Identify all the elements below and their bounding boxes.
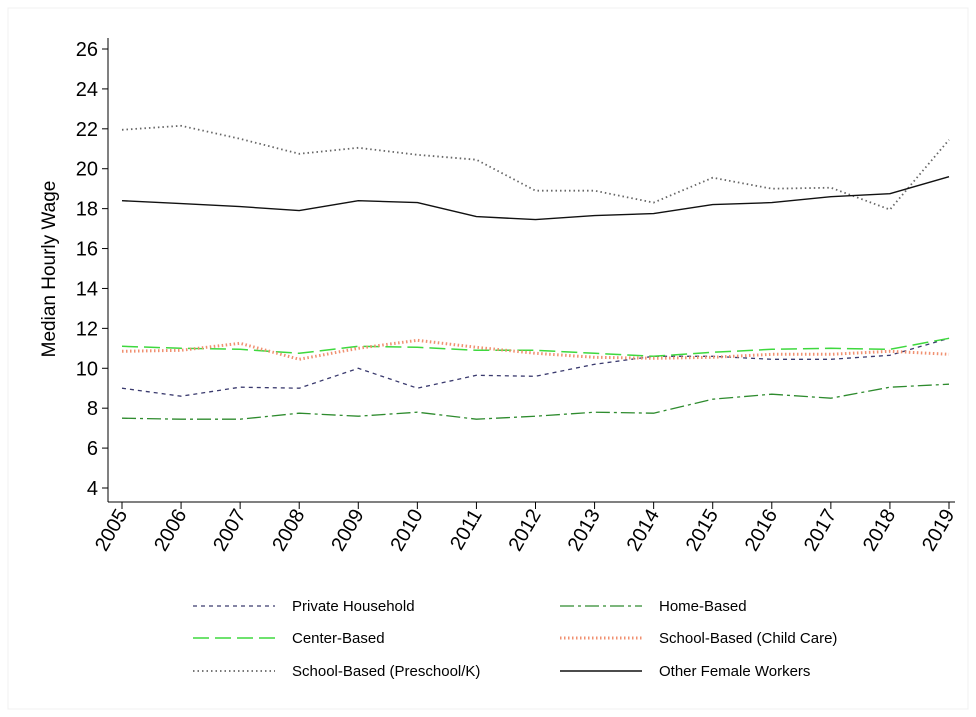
chart-frame (7, 7, 969, 710)
y-tick-label: 8 (87, 398, 98, 420)
legend-label: Other Female Workers (659, 663, 810, 680)
y-tick-label: 6 (87, 438, 98, 460)
y-tick-label: 26 (76, 39, 98, 61)
y-axis-label: Median Hourly Wage (39, 181, 60, 358)
legend-label: Home-Based (659, 598, 747, 615)
y-tick-label: 18 (76, 199, 98, 221)
y-tick-label: 22 (76, 119, 98, 141)
y-tick-label: 10 (76, 358, 98, 380)
series-line (121, 337, 950, 358)
series-line (121, 124, 950, 211)
y-tick-label: 14 (76, 278, 98, 300)
y-tick-label: 24 (76, 79, 98, 101)
y-tick-label: 12 (76, 318, 98, 340)
legend-label: Private Household (292, 598, 415, 615)
legend: Private Household Home-Based Center-Based S… (193, 598, 837, 680)
series-line (121, 337, 950, 397)
y-tick-label: 4 (87, 478, 98, 500)
y-tick-label: 20 (76, 159, 98, 181)
y-tick-label: 16 (76, 239, 98, 261)
series-line (121, 176, 950, 221)
series-lines (121, 124, 950, 420)
legend-label: School-Based (Preschool/K) (292, 663, 480, 680)
legend-label: Center-Based (292, 630, 385, 647)
series-line (121, 383, 950, 420)
legend-label: School-Based (Child Care) (659, 630, 837, 647)
